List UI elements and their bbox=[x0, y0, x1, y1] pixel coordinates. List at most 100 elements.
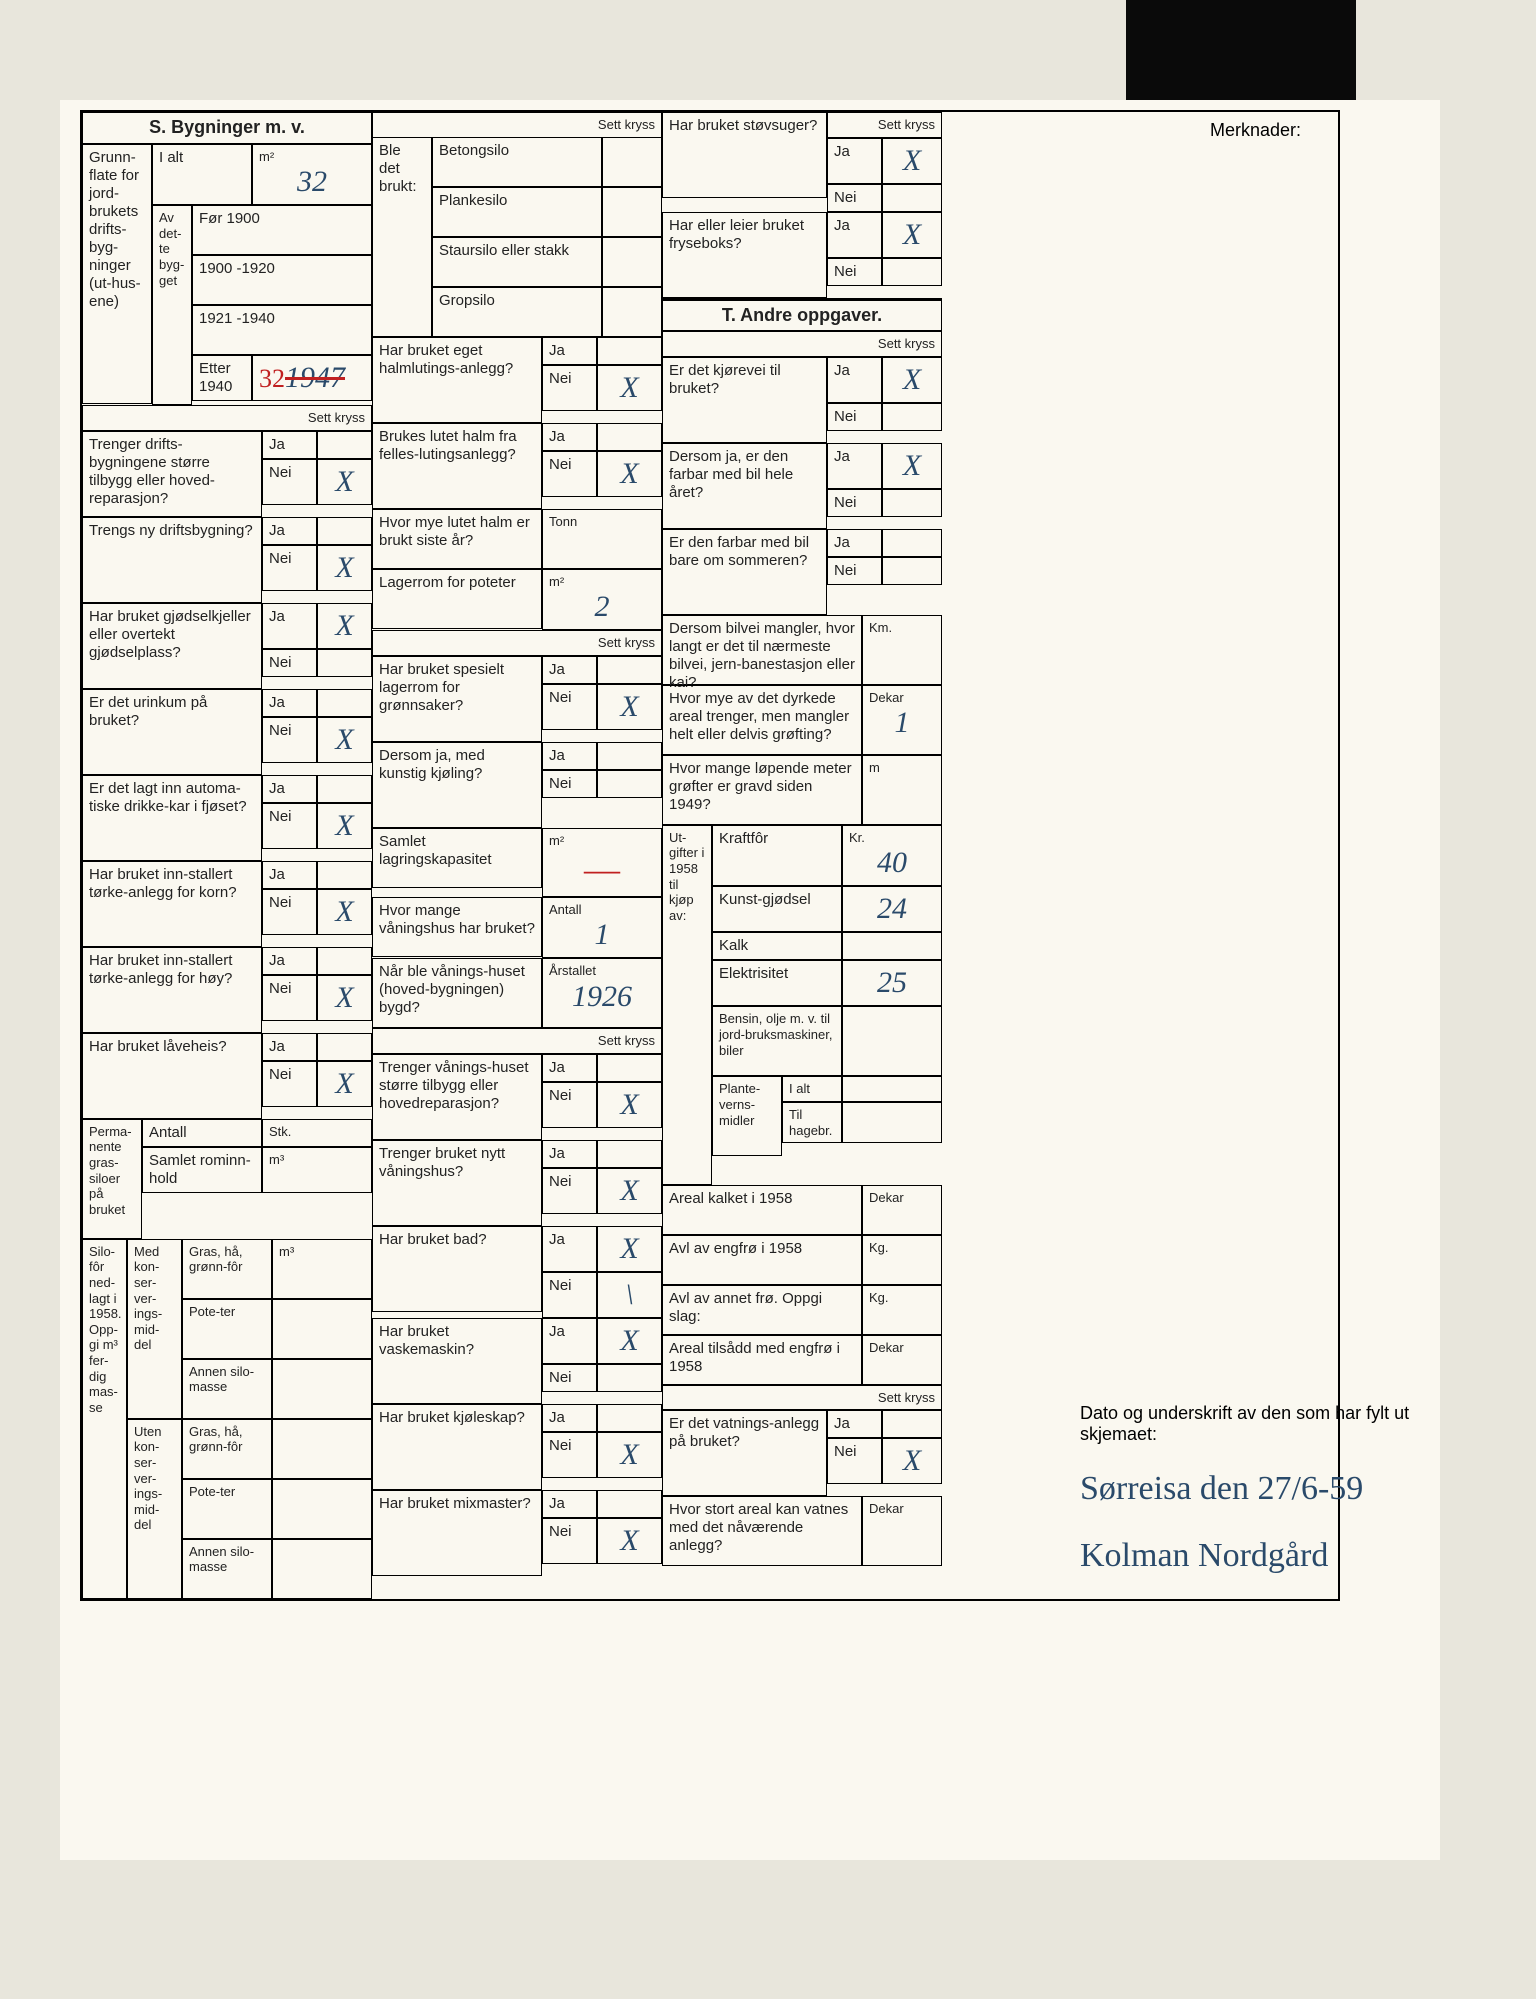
q-nytt-vaning: Trenger bruket nytt våningshus? bbox=[372, 1140, 542, 1226]
nei-label: Nei bbox=[262, 1061, 317, 1107]
nei-label: Nei bbox=[542, 1168, 597, 1214]
q-stovsuger: Har bruket støvsuger? bbox=[662, 112, 827, 198]
lagerrom-poteter-val: 2 bbox=[549, 589, 655, 625]
med-kons: Med kon-ser-ver-ings-mid-del bbox=[127, 1239, 182, 1419]
ja-label: Ja bbox=[542, 1404, 597, 1432]
a-kjorevei: X bbox=[882, 357, 942, 403]
a-fryseboks: X bbox=[882, 212, 942, 258]
a-kjoleskap: X bbox=[597, 1432, 662, 1478]
period-3: Etter 1940 bbox=[192, 355, 252, 401]
kg-label: Kg. bbox=[862, 1235, 942, 1285]
sett-kryss-1: Sett kryss bbox=[82, 405, 372, 431]
ja-label: Ja bbox=[542, 337, 597, 365]
nei-label: Nei bbox=[827, 557, 882, 585]
ja-label: Ja bbox=[827, 212, 882, 258]
q-trenger-vaning: Trenger vånings-huset større tilbygg ell… bbox=[372, 1054, 542, 1140]
poteter: Pote-ter bbox=[182, 1479, 272, 1539]
kr-label: Kr. bbox=[849, 830, 935, 846]
plantevern: Plante-verns-midler bbox=[712, 1076, 782, 1156]
a-laveheis: X bbox=[317, 1061, 372, 1107]
nei-label: Nei bbox=[542, 770, 597, 798]
bensin: Bensin, olje m. v. til jord-bruksmaskine… bbox=[712, 1006, 842, 1076]
elektrisitet-val: 25 bbox=[842, 960, 942, 1006]
poteter: Pote-ter bbox=[182, 1299, 272, 1359]
ja-label: Ja bbox=[262, 431, 317, 459]
avl-annet: Avl av annet frø. Oppgi slag: bbox=[662, 1285, 862, 1335]
samlet-lagrings-val: — bbox=[549, 848, 655, 891]
sett-kryss-3: Sett kryss bbox=[372, 630, 662, 656]
q-kjorevei: Er det kjørevei til bruket? bbox=[662, 357, 827, 443]
a-torke-hoy: X bbox=[317, 975, 372, 1021]
nei-label: Nei bbox=[542, 1518, 597, 1564]
q-torke-korn: Har bruket inn-stallert tørke-anlegg for… bbox=[82, 861, 262, 947]
q-kjoleskap: Har bruket kjøleskap? bbox=[372, 1404, 542, 1490]
nei-label: Nei bbox=[542, 684, 597, 730]
period-1: 1900 -1920 bbox=[192, 255, 372, 305]
q-hvor-mye-lutet: Hvor mye lutet halm er brukt siste år? bbox=[372, 509, 542, 569]
ja-label: Ja bbox=[262, 775, 317, 803]
a-dyrkede-areal: 1 bbox=[869, 705, 935, 741]
dato-label: Dato og underskrift av den som har fylt … bbox=[1080, 1403, 1410, 1445]
annen-silo: Annen silo-masse bbox=[182, 1539, 272, 1599]
samlet-lagrings: Samlet lagringskapasitet bbox=[372, 828, 542, 888]
dekar-label: Dekar bbox=[862, 1335, 942, 1385]
a-trenger-drifts: X bbox=[317, 459, 372, 505]
ja-label: Ja bbox=[542, 1140, 597, 1168]
period-2: 1921 -1940 bbox=[192, 305, 372, 355]
gras-ha: Gras, hå, grønn-fôr bbox=[182, 1239, 272, 1299]
q-mixmaster: Har bruket mixmaster? bbox=[372, 1490, 542, 1576]
avl-engfro: Avl av engfrø i 1958 bbox=[662, 1235, 862, 1285]
annen-silo: Annen silo-masse bbox=[182, 1359, 272, 1419]
q-vaningshus: Hvor mange våningshus har bruket? bbox=[372, 897, 542, 957]
ialt-value: 32 bbox=[259, 164, 365, 200]
q-vaskemaskin: Har bruket vaskemaskin? bbox=[372, 1318, 542, 1404]
nei-label: Nei bbox=[262, 459, 317, 505]
q-dyrkede-areal: Hvor mye av det dyrkede areal trenger, m… bbox=[662, 685, 862, 755]
silofor: Silo-fôr ned-lagt i 1958. Opp-gi m³ fer-… bbox=[82, 1239, 127, 1599]
ja-label: Ja bbox=[542, 1054, 597, 1082]
nei-label: Nei bbox=[827, 1438, 882, 1484]
a-farbar-hele: X bbox=[882, 443, 942, 489]
a-bad-ja: X bbox=[597, 1226, 662, 1272]
q-urinkum: Er det urinkum på bruket? bbox=[82, 689, 262, 775]
av-dette-bygget: Av det-te byg-get bbox=[152, 205, 192, 405]
etter1940-strike: 1947 bbox=[285, 361, 345, 394]
q-trengs-ny: Trengs ny driftsbygning? bbox=[82, 517, 262, 603]
sett-kryss-6: Sett kryss bbox=[662, 331, 942, 357]
ja-label: Ja bbox=[542, 656, 597, 684]
nei-label: Nei bbox=[542, 451, 597, 497]
arstallet: Årstallet bbox=[549, 963, 655, 979]
antall-label: Antall bbox=[549, 902, 655, 918]
q-stort-areal: Hvor stort areal kan vatnes med det nåvæ… bbox=[662, 1496, 862, 1566]
nei-label: Nei bbox=[262, 803, 317, 849]
nei-label: Nei bbox=[542, 1272, 597, 1318]
a-lagerrom-gronn: X bbox=[597, 684, 662, 730]
a-nytt-vaning: X bbox=[597, 1168, 662, 1214]
ja-label: Ja bbox=[542, 423, 597, 451]
m3-label: m³ bbox=[272, 1239, 372, 1299]
nei-label: Nei bbox=[262, 545, 317, 591]
q-lagerrom-gronn: Har bruket spesielt lagerrom for grønnsa… bbox=[372, 656, 542, 742]
period-0: Før 1900 bbox=[192, 205, 372, 255]
nei-label: Nei bbox=[827, 403, 882, 431]
a-vatning: X bbox=[882, 1438, 942, 1484]
staursilo: Staursilo eller stakk bbox=[432, 237, 602, 287]
kalk: Kalk bbox=[712, 932, 842, 960]
betongsilo: Betongsilo bbox=[432, 137, 602, 187]
a-mixmaster: X bbox=[597, 1518, 662, 1564]
q-grofter: Hvor mange løpende meter grøfter er grav… bbox=[662, 755, 862, 825]
nei-label: Nei bbox=[827, 258, 882, 286]
nei-label: Nei bbox=[827, 489, 882, 517]
kraftfor-val: 40 bbox=[849, 845, 935, 881]
nei-label: Nei bbox=[262, 889, 317, 935]
m2-label: m² bbox=[549, 833, 655, 849]
kraftfor: Kraftfôr bbox=[712, 825, 842, 887]
a-bad-nei: \ bbox=[597, 1272, 662, 1318]
stk-label: Stk. bbox=[262, 1119, 372, 1147]
ja-label: Ja bbox=[542, 742, 597, 770]
ja-label: Ja bbox=[262, 947, 317, 975]
a-felles-lutings: X bbox=[597, 451, 662, 497]
m2-label: m² bbox=[259, 149, 365, 165]
i-alt: I alt bbox=[782, 1076, 842, 1102]
ja-label: Ja bbox=[542, 1226, 597, 1272]
